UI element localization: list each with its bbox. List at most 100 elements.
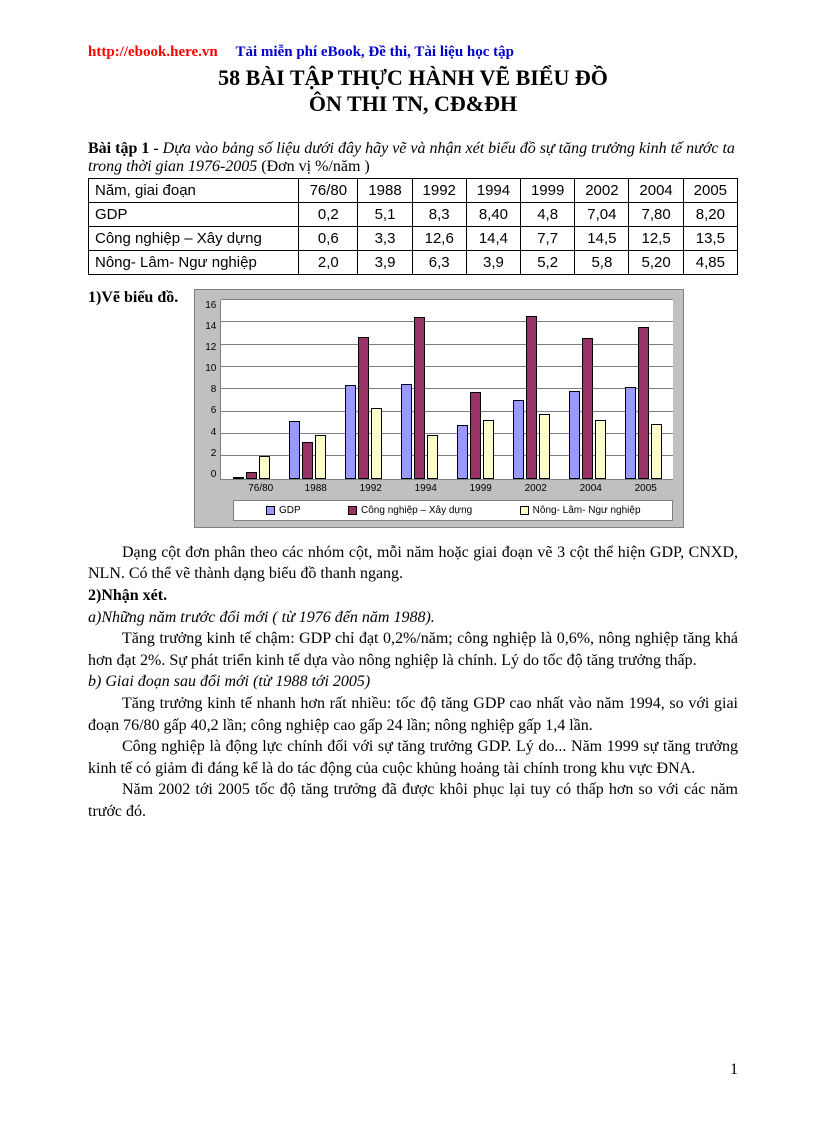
page-number: 1 [730,1061,738,1079]
table-cell: 2,0 [299,250,358,274]
table-header-cell: 1992 [412,178,466,202]
table-cell: 5,8 [575,250,629,274]
sub-b-p2: Công nghiệp là động lực chính đối với sự… [88,736,738,779]
plot-area [220,300,673,480]
bar [526,316,537,479]
legend-label: Nông- Lâm- Ngư nghiệp [533,505,641,516]
table-header-row: Năm, giai đoạn76/80198819921994199920022… [89,178,738,202]
table-row: Công nghiệp – Xây dựng0,63,312,614,47,71… [89,226,738,250]
x-tick-label: 2002 [512,483,560,494]
bar [470,392,481,479]
y-tick-label: 0 [211,469,217,480]
bar-chart: 1614121086420 76/80198819921994199920022… [194,289,684,528]
bar-group [569,338,606,479]
table-row: Nông- Lâm- Ngư nghiệp2,03,96,33,95,25,85… [89,250,738,274]
exercise-heading: Bài tập 1 - Dựa vào bảng số liệu dưới đâ… [88,140,738,176]
legend-swatch [348,506,357,515]
table-cell: 8,40 [466,202,520,226]
bar-group [289,421,326,478]
bar-group [457,392,494,479]
y-axis: 1614121086420 [205,300,220,480]
x-tick-label: 2004 [567,483,615,494]
table-cell: 0,6 [299,226,358,250]
table-header-cell: 1999 [521,178,575,202]
bar-group [401,317,438,479]
table-cell: 3,9 [466,250,520,274]
x-tick-label: 1988 [292,483,340,494]
y-tick-label: 12 [205,342,216,353]
legend-swatch [520,506,529,515]
bar-group [233,456,270,479]
table-cell: 4,85 [683,250,737,274]
para-desc: Dạng cột đơn phân theo các nhóm cột, mỗi… [88,542,738,585]
table-cell: GDP [89,202,299,226]
bar [246,472,257,479]
bar [414,317,425,479]
x-tick-label: 1999 [457,483,505,494]
table-cell: 3,9 [358,250,412,274]
bar [345,385,356,478]
table-header-cell: 2002 [575,178,629,202]
bar [289,421,300,478]
y-tick-label: 8 [211,384,217,395]
bar [233,477,244,479]
bar [401,384,412,479]
bar [315,435,326,479]
bar [595,420,606,479]
y-tick-label: 10 [205,363,216,374]
legend-item: GDP [266,505,301,516]
x-tick-label: 1994 [402,483,450,494]
bar [513,400,524,479]
table-cell: 14,5 [575,226,629,250]
bar [539,414,550,479]
table-cell: 12,5 [629,226,683,250]
exercise-label: Bài tập 1 - [88,140,163,157]
section2-label: 2)Nhận xét. [88,585,738,607]
x-tick-label: 2005 [622,483,670,494]
table-header-cell: 1994 [466,178,520,202]
sub-b-label: b) Giai đoạn sau đổi mới (từ 1988 tới 20… [88,671,738,693]
sub-b-p3: Năm 2002 tới 2005 tốc độ tăng trưởng đã … [88,779,738,822]
table-cell: 6,3 [412,250,466,274]
exercise-unit: (Đơn vị %/năm ) [261,158,369,175]
exercise-instruction: Dựa vào bảng số liệu dưới đây hãy vẽ và … [88,140,735,175]
table-cell: 5,1 [358,202,412,226]
bar [457,425,468,479]
table-cell: 5,20 [629,250,683,274]
table-header-cell: Năm, giai đoạn [89,178,299,202]
table-cell: 7,80 [629,202,683,226]
table-cell: 5,2 [521,250,575,274]
table-cell: 14,4 [466,226,520,250]
bar [427,435,438,479]
x-tick-label: 1992 [347,483,395,494]
table-cell: Công nghiệp – Xây dựng [89,226,299,250]
header: http://ebook.here.vn Tải miễn phí eBook,… [88,44,738,61]
table-cell: 0,2 [299,202,358,226]
title-line2: ÔN THI TN, CĐ&ĐH [88,91,738,117]
bar [371,408,382,479]
header-link[interactable]: http://ebook.here.vn [88,44,218,60]
y-tick-label: 6 [211,405,217,416]
y-tick-label: 2 [211,448,217,459]
bar [638,327,649,479]
bar-group [345,337,382,479]
table-cell: 8,3 [412,202,466,226]
x-tick-label: 76/80 [237,483,285,494]
bar [358,337,369,479]
table-header-cell: 1988 [358,178,412,202]
data-table: Năm, giai đoạn76/80198819921994199920022… [88,178,738,275]
bar [569,391,580,479]
bar [302,442,313,479]
table-header-cell: 2005 [683,178,737,202]
section1-label: 1)Vẽ biểu đồ. [88,289,178,307]
sub-b-p1: Tăng trưởng kinh tế nhanh hơn rất nhiều:… [88,693,738,736]
table-cell: 3,3 [358,226,412,250]
sub-a-text: Tăng trưởng kinh tế chậm: GDP chỉ đạt 0,… [88,628,738,671]
legend-item: Nông- Lâm- Ngư nghiệp [520,505,641,516]
bar [625,387,636,479]
y-tick-label: 16 [205,300,216,311]
sub-a-label: a)Những năm trước đổi mới ( từ 1976 đến … [88,607,738,629]
bar [483,420,494,479]
y-tick-label: 14 [205,321,216,332]
legend-label: Công nghiệp – Xây dựng [361,505,472,516]
